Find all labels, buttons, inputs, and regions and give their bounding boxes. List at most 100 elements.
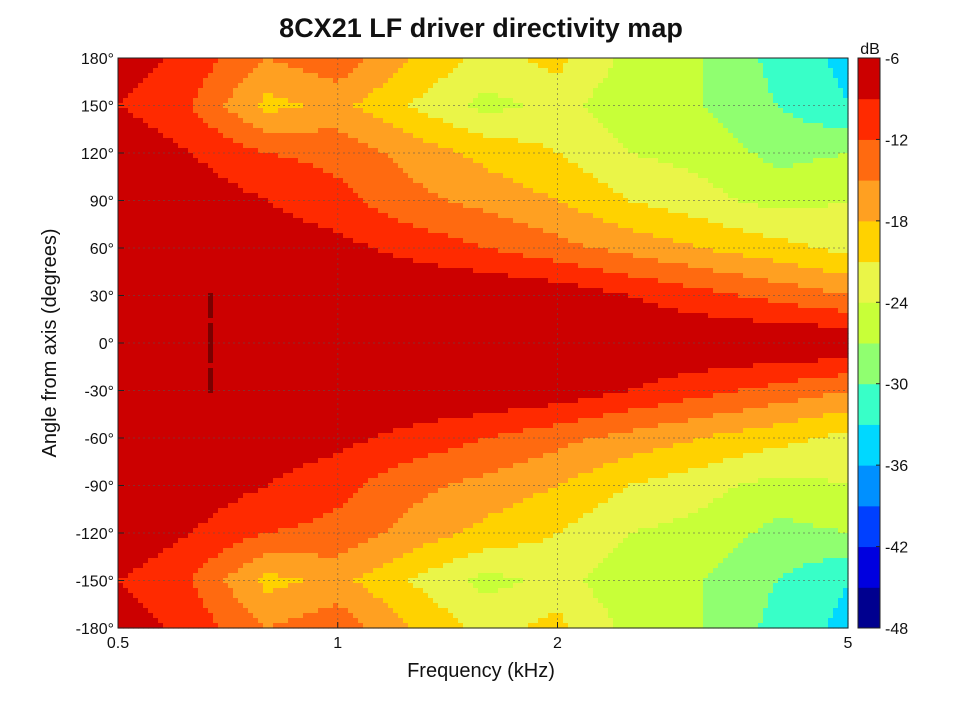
heatmap-cell xyxy=(173,93,179,99)
heatmap-cell xyxy=(598,193,604,199)
heatmap-cell xyxy=(233,103,239,109)
heatmap-cell xyxy=(228,198,234,204)
heatmap-cell xyxy=(478,103,484,109)
heatmap-cell xyxy=(283,153,289,159)
heatmap-cell xyxy=(303,68,309,74)
heatmap-cell xyxy=(748,63,754,69)
heatmap-cell xyxy=(603,183,609,189)
heatmap-cell xyxy=(808,123,814,129)
heatmap-cell xyxy=(673,123,679,129)
heatmap-cell xyxy=(688,223,694,229)
heatmap-cell xyxy=(653,128,659,134)
heatmap-cell xyxy=(673,133,679,139)
heatmap-cell xyxy=(748,108,754,114)
heatmap-cell xyxy=(643,138,649,144)
heatmap-cell xyxy=(523,158,529,164)
heatmap-cell xyxy=(138,108,144,114)
heatmap-cell xyxy=(743,138,749,144)
heatmap-cell xyxy=(398,213,404,219)
heatmap-cell xyxy=(373,78,379,84)
heatmap-cell xyxy=(343,103,349,109)
heatmap-cell xyxy=(448,103,454,109)
heatmap-cell xyxy=(133,88,139,94)
heatmap-cell xyxy=(278,118,284,124)
heatmap-cell xyxy=(193,193,199,199)
heatmap-cell xyxy=(598,118,604,124)
heatmap-cell xyxy=(623,168,629,174)
heatmap-cell xyxy=(713,98,719,104)
heatmap-cell xyxy=(618,113,624,119)
heatmap-cell xyxy=(713,133,719,139)
heatmap-cell xyxy=(368,163,374,169)
heatmap-cell xyxy=(153,213,159,219)
heatmap-cell xyxy=(323,128,329,134)
heatmap-cell xyxy=(593,208,599,214)
heatmap-cell xyxy=(653,168,659,174)
heatmap-cell xyxy=(523,223,529,229)
heatmap-cell xyxy=(298,178,304,184)
heatmap-cell xyxy=(768,138,774,144)
heatmap-cell xyxy=(173,138,179,144)
heatmap-cell xyxy=(163,63,169,69)
heatmap-cell xyxy=(398,63,404,69)
heatmap-cell xyxy=(833,188,839,194)
heatmap-cell xyxy=(838,113,844,119)
heatmap-cell xyxy=(608,98,614,104)
heatmap-cell xyxy=(788,158,794,164)
heatmap-cell xyxy=(653,108,659,114)
heatmap-cell xyxy=(428,113,434,119)
heatmap-cell xyxy=(593,188,599,194)
heatmap-cell xyxy=(153,168,159,174)
heatmap-cell xyxy=(353,183,359,189)
heatmap-cell xyxy=(353,68,359,74)
heatmap-cell xyxy=(568,68,574,74)
heatmap-cell xyxy=(273,153,279,159)
heatmap-cell xyxy=(383,93,389,99)
heatmap-cell xyxy=(328,58,334,64)
heatmap-cell xyxy=(368,188,374,194)
heatmap-cell xyxy=(383,223,389,229)
heatmap-cell xyxy=(373,203,379,209)
heatmap-cell xyxy=(498,148,504,154)
heatmap-cell xyxy=(733,178,739,184)
heatmap-cell xyxy=(663,108,669,114)
heatmap-cell xyxy=(808,223,814,229)
heatmap-cell xyxy=(728,98,734,104)
heatmap-cell xyxy=(568,193,574,199)
heatmap-cell xyxy=(483,163,489,169)
heatmap-cell xyxy=(258,98,264,104)
heatmap-cell xyxy=(458,78,464,84)
heatmap-cell xyxy=(613,173,619,179)
heatmap-cell xyxy=(118,188,124,194)
heatmap-cell xyxy=(133,98,139,104)
heatmap-cell xyxy=(258,213,264,219)
heatmap-cell xyxy=(188,188,194,194)
heatmap-cell xyxy=(763,118,769,124)
heatmap-cell xyxy=(798,153,804,159)
heatmap-cell xyxy=(563,73,569,79)
heatmap-cell xyxy=(658,113,664,119)
heatmap-cell xyxy=(158,193,164,199)
heatmap-cell xyxy=(538,68,544,74)
heatmap-cell xyxy=(353,223,359,229)
heatmap-cell xyxy=(143,138,149,144)
heatmap-cell xyxy=(173,68,179,74)
heatmap-cell xyxy=(668,103,674,109)
heatmap-cell xyxy=(598,163,604,169)
heatmap-cell xyxy=(563,213,569,219)
heatmap-cell xyxy=(728,88,734,94)
heatmap-cell xyxy=(283,218,289,224)
heatmap-cell xyxy=(243,223,249,229)
heatmap-cell xyxy=(343,68,349,74)
heatmap-cell xyxy=(688,158,694,164)
heatmap-cell xyxy=(413,148,419,154)
heatmap-cell xyxy=(593,138,599,144)
heatmap-cell xyxy=(363,143,369,149)
heatmap-cell xyxy=(333,183,339,189)
heatmap-cell xyxy=(198,63,204,69)
heatmap-cell xyxy=(128,163,134,169)
heatmap-cell xyxy=(693,68,699,74)
heatmap-cell xyxy=(323,208,329,214)
heatmap-cell xyxy=(233,168,239,174)
heatmap-cell xyxy=(528,58,534,64)
